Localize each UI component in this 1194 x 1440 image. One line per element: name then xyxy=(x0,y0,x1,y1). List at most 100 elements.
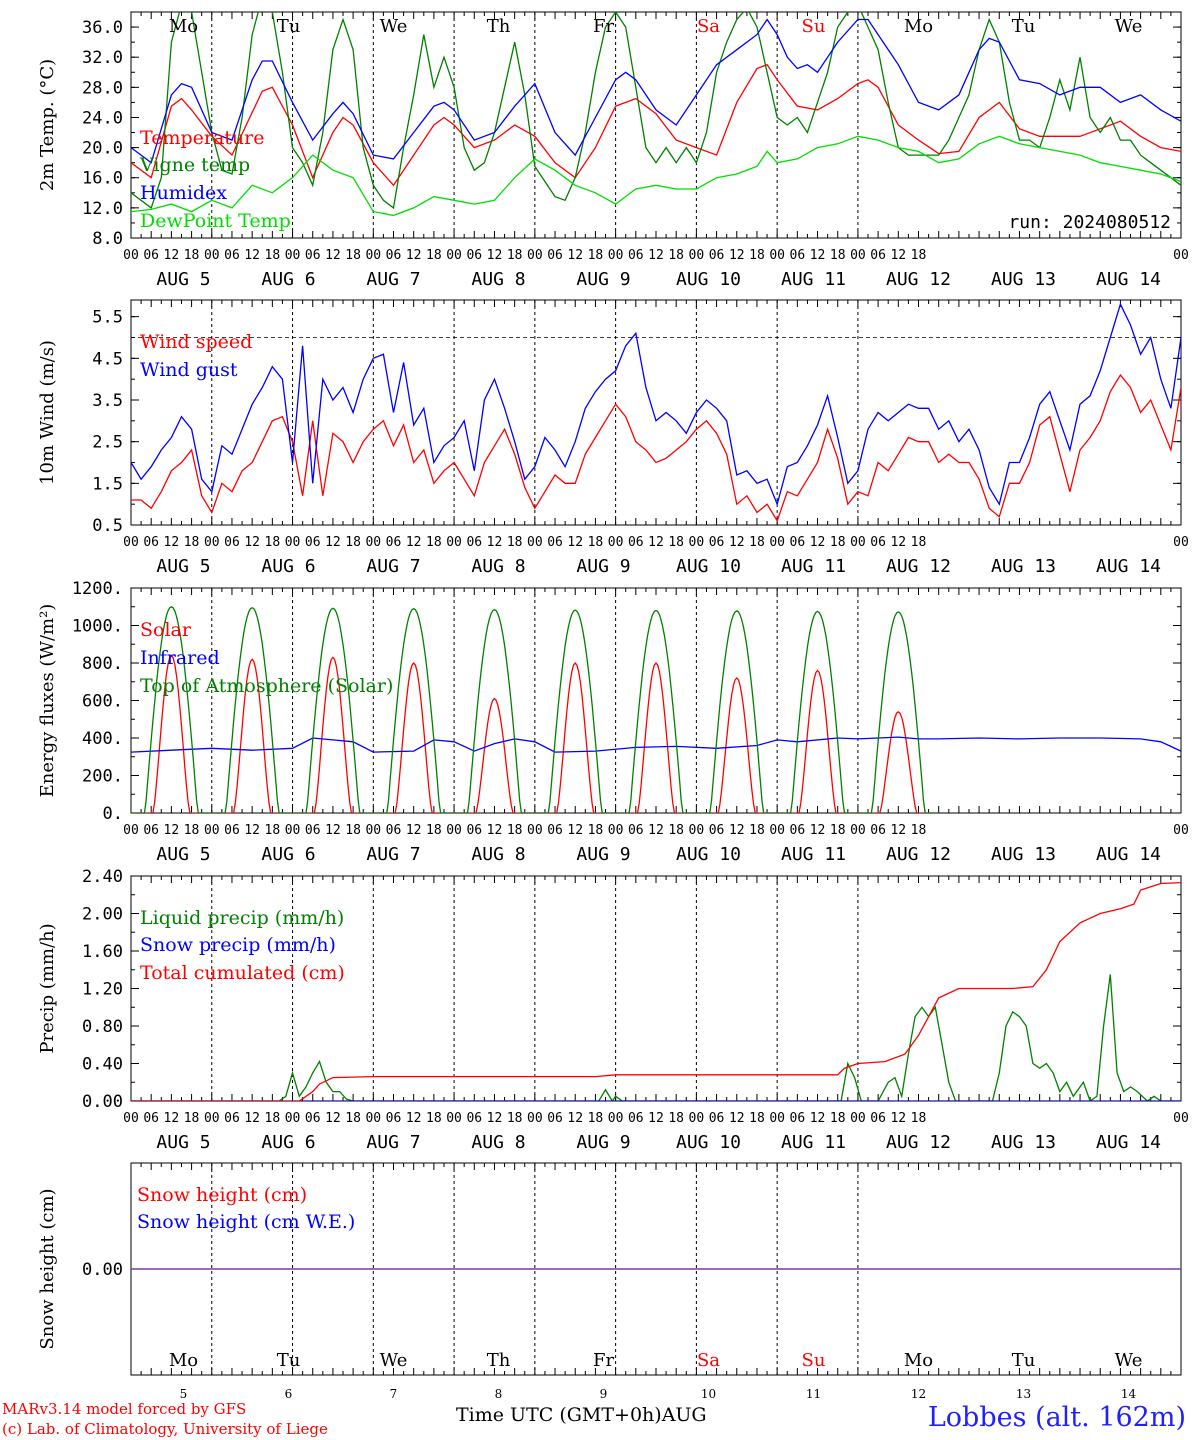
x-hour-label: 12 xyxy=(164,823,180,838)
x-date-label: AUG 8 xyxy=(471,269,525,290)
x-hour-label: 12 xyxy=(406,535,422,550)
day-of-week-label: We xyxy=(1115,16,1143,37)
day-of-week-label: Su xyxy=(802,16,826,37)
x-hour-label: 12 xyxy=(890,248,906,263)
x-date-label: AUG 11 xyxy=(781,556,846,577)
y-tick-label: 3.5 xyxy=(92,391,123,411)
y-tick-label: 200. xyxy=(82,767,123,787)
x-date-label: AUG 13 xyxy=(991,556,1056,577)
x-hour-label: 12 xyxy=(487,823,503,838)
day-of-week-label: Fr xyxy=(593,16,614,37)
x-hour-label: 00 xyxy=(1173,1111,1189,1126)
day-of-week-label: Fr xyxy=(593,1350,614,1371)
x-date-label: AUG 7 xyxy=(366,269,420,290)
x-hour-label: 06 xyxy=(709,248,725,263)
x-hour-label: 06 xyxy=(466,248,482,263)
x-date-label: AUG 11 xyxy=(781,844,846,865)
x-hour-label: 00 xyxy=(608,1111,624,1126)
x-hour-label: 00 xyxy=(123,1111,139,1126)
series-line-wind-speed xyxy=(131,373,1181,523)
y-tick-label: 1000. xyxy=(72,617,123,637)
x-date-label: AUG 13 xyxy=(991,269,1056,290)
x-hour-label: 00 xyxy=(769,535,785,550)
y-tick-label: 0.00 xyxy=(82,1260,123,1280)
x-date-label: AUG 6 xyxy=(261,1132,315,1153)
x-hour-label: 00 xyxy=(204,1111,220,1126)
x-hour-label: 18 xyxy=(668,823,684,838)
day-of-week-label: Th xyxy=(487,16,511,37)
x-date-label: AUG 9 xyxy=(576,844,630,865)
x-hour-label: 18 xyxy=(184,248,200,263)
x-date-label: AUG 10 xyxy=(676,844,741,865)
x-hour-label: 06 xyxy=(628,823,644,838)
y-tick-label: 28.0 xyxy=(82,78,123,98)
x-hour-label: 12 xyxy=(164,1111,180,1126)
y-axis-label: 10m Wind (m/s) xyxy=(37,340,58,485)
x-hour-label: 12 xyxy=(810,535,826,550)
x-hour-label: 18 xyxy=(426,535,442,550)
x-hour-label: 06 xyxy=(790,1111,806,1126)
x-hour-label: 18 xyxy=(830,823,846,838)
x-hour-label: 00 xyxy=(365,823,381,838)
x-hour-label: 06 xyxy=(224,535,240,550)
x-hour-label: 06 xyxy=(709,823,725,838)
series-line-infrared xyxy=(131,736,1181,753)
chart-panel-5: 0.00 Snow height (cm) Snow height (cm) Snow… xyxy=(37,1162,1182,1401)
chart-panel-2: 0.5 1.5 2.5 3.5 4.5 5.5 10m Wind (m/s) Wind spe… xyxy=(37,299,1189,577)
x-date-label: AUG 10 xyxy=(676,556,741,577)
x-day-number: 11 xyxy=(806,1387,821,1401)
y-tick-label: 24.0 xyxy=(82,108,123,128)
x-hour-label: 00 xyxy=(769,1111,785,1126)
x-hour-label: 06 xyxy=(143,1111,159,1126)
x-hour-label: 18 xyxy=(911,1111,927,1126)
x-hour-label: 06 xyxy=(790,535,806,550)
x-date-label: AUG 9 xyxy=(576,1132,630,1153)
x-hour-label: 00 xyxy=(850,823,866,838)
legend-entry: Solar xyxy=(140,619,192,641)
x-hour-label: 00 xyxy=(527,535,543,550)
x-hour-label: 06 xyxy=(466,823,482,838)
x-hour-label: 00 xyxy=(285,535,301,550)
x-hour-label: 12 xyxy=(567,535,583,550)
x-date-label: AUG 6 xyxy=(261,844,315,865)
x-date-label: AUG 10 xyxy=(676,1132,741,1153)
x-hour-label: 18 xyxy=(668,1111,684,1126)
x-hour-label: 06 xyxy=(143,535,159,550)
x-hour-label: 18 xyxy=(588,248,604,263)
x-hour-label: 06 xyxy=(870,248,886,263)
x-date-label: AUG 7 xyxy=(366,1132,420,1153)
x-day-number: 12 xyxy=(911,1387,926,1401)
x-hour-label: 18 xyxy=(507,823,523,838)
x-day-number: 7 xyxy=(390,1387,398,1401)
x-hour-label: 12 xyxy=(729,248,745,263)
y-axis-label: 2m Temp. (°C) xyxy=(37,59,58,191)
x-hour-label: 00 xyxy=(204,535,220,550)
series-line-total-cumulated-cm- xyxy=(131,881,1181,1101)
x-hour-label: 18 xyxy=(830,1111,846,1126)
x-hour-label: 18 xyxy=(668,535,684,550)
x-hour-label: 12 xyxy=(890,535,906,550)
legend-entry: Top of Atmosphere (Solar) xyxy=(140,675,393,697)
x-hour-label: 12 xyxy=(729,1111,745,1126)
x-hour-label: 18 xyxy=(345,1111,361,1126)
x-date-label: AUG 11 xyxy=(781,269,846,290)
x-hour-label: 12 xyxy=(810,1111,826,1126)
x-hour-label: 12 xyxy=(406,1111,422,1126)
x-hour-label: 18 xyxy=(749,823,765,838)
series-line-dewpoint-temp xyxy=(131,135,1181,217)
x-date-label: AUG 5 xyxy=(156,556,210,577)
x-hour-label: 12 xyxy=(325,823,341,838)
y-axis-label: Snow height (cm) xyxy=(37,1188,58,1349)
x-hour-label: 12 xyxy=(810,248,826,263)
x-hour-label: 18 xyxy=(507,1111,523,1126)
x-hour-label: 06 xyxy=(547,1111,563,1126)
x-hour-label: 12 xyxy=(810,823,826,838)
day-of-week-label: Tu xyxy=(1012,1350,1036,1371)
y-tick-label: 32.0 xyxy=(82,48,123,68)
x-date-label: AUG 12 xyxy=(886,556,951,577)
x-hour-label: 18 xyxy=(749,1111,765,1126)
x-hour-label: 12 xyxy=(648,1111,664,1126)
x-hour-label: 00 xyxy=(850,248,866,263)
y-tick-label: 36.0 xyxy=(82,18,123,38)
x-date-label: AUG 9 xyxy=(576,269,630,290)
